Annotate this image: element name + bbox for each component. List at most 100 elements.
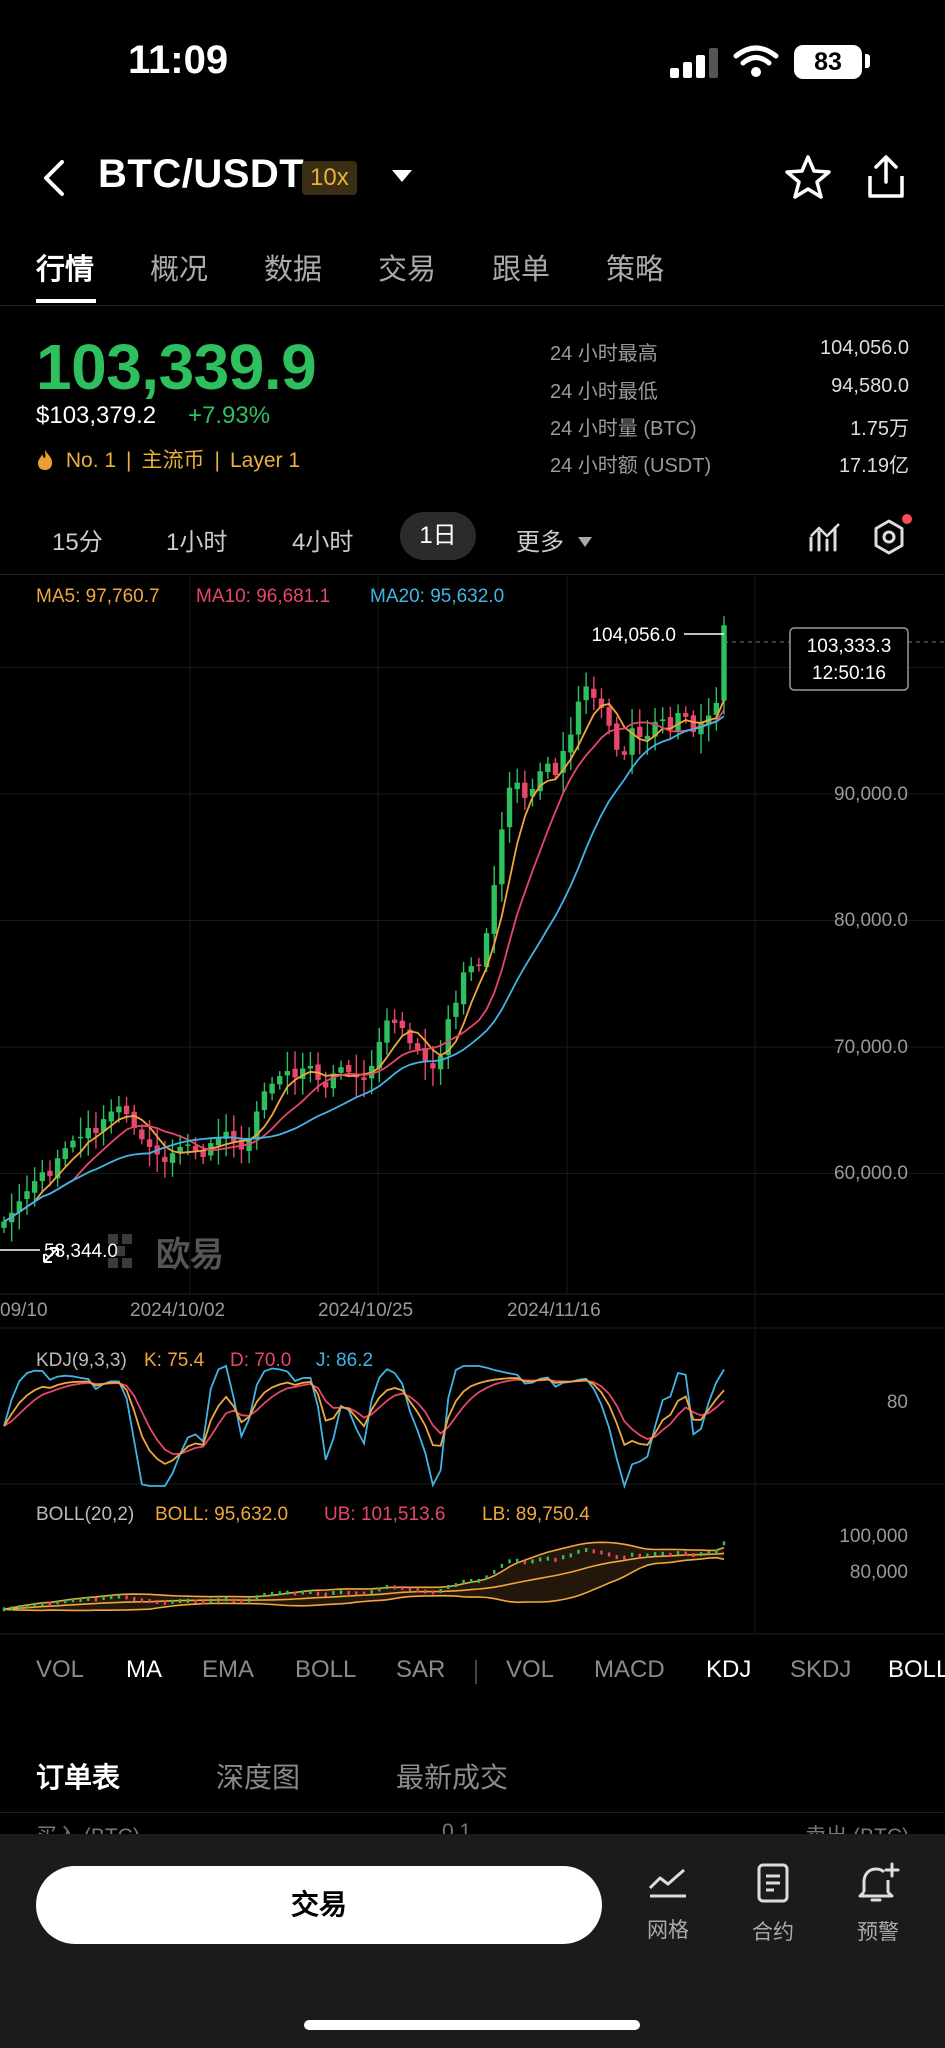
alert-button[interactable]: 预警 (838, 1862, 918, 1946)
share-icon[interactable] (864, 154, 908, 200)
boll-candle (79, 1597, 82, 1602)
indicator-ma[interactable]: MA (126, 1656, 162, 1683)
boll-candle (408, 1587, 412, 1592)
boll-candle (531, 1559, 534, 1564)
candle (346, 1064, 352, 1073)
candle (476, 964, 482, 967)
timeframe-1d[interactable]: 1日 (400, 512, 476, 560)
ma5-legend: MA5: 97,760.7 (36, 586, 160, 607)
kdj-k-value: K: 75.4 (144, 1350, 205, 1371)
boll-candle (630, 1552, 634, 1557)
indicator-icon[interactable] (808, 520, 842, 554)
indicator-separator (475, 1660, 477, 1684)
boll-candle (324, 1592, 327, 1597)
boll-candle (110, 1595, 113, 1600)
tab-market[interactable]: 行情 (36, 254, 95, 286)
boll-candle (362, 1591, 366, 1596)
divider (0, 305, 945, 306)
candle (399, 1020, 405, 1029)
kdj-y-tick: 80 (887, 1392, 908, 1413)
boll-candle (347, 1590, 350, 1595)
boll-candle (699, 1552, 703, 1557)
boll-candle (201, 1600, 205, 1605)
tab-strategy[interactable]: 策略 (606, 254, 665, 286)
tag-rank[interactable]: No. 1 (65, 449, 117, 472)
tab-data[interactable]: 数据 (264, 254, 323, 286)
boll-candle (33, 1602, 36, 1607)
boll-candle (462, 1579, 465, 1584)
boll-candle (493, 1570, 496, 1575)
chevron-down-icon[interactable] (390, 168, 414, 184)
settings-icon[interactable] (870, 518, 908, 556)
grid-button[interactable]: 网格 (628, 1862, 708, 1944)
okx-logo-icon (108, 1234, 132, 1268)
boll-band-fill (4, 1542, 724, 1611)
boll-candle (10, 1606, 13, 1611)
boll-candle (64, 1599, 67, 1604)
expand-icon[interactable] (43, 1247, 59, 1263)
boll-candle (48, 1602, 52, 1607)
boll-candle (163, 1600, 167, 1605)
boll-candle (500, 1563, 504, 1568)
leverage-badge[interactable]: 10x (302, 161, 357, 195)
contract-icon (757, 1863, 789, 1903)
candle (330, 1073, 337, 1089)
ma-lines (3, 699, 725, 1223)
boll-candle (71, 1598, 75, 1603)
tag-layer[interactable]: Layer 1 (229, 449, 301, 472)
indicator-sub-boll[interactable]: BOLL (888, 1656, 945, 1683)
tab-copy[interactable]: 跟单 (492, 254, 551, 286)
candle (215, 1138, 222, 1146)
boll-candle (125, 1595, 128, 1600)
grid-label: 网格 (647, 1919, 689, 1942)
contract-button[interactable]: 合约 (733, 1862, 813, 1946)
notification-dot (902, 514, 912, 524)
boll-candle (217, 1598, 220, 1603)
indicator-vol[interactable]: VOL (36, 1656, 85, 1683)
tab-underline (36, 299, 96, 303)
boll-candle (186, 1598, 190, 1603)
tab-order-book[interactable]: 订单表 (36, 1762, 121, 1793)
star-icon[interactable] (784, 154, 832, 200)
indicator-boll[interactable]: BOLL (295, 1656, 357, 1683)
candle (552, 762, 559, 776)
boll-candle (232, 1598, 235, 1603)
change-percent: +7.93% (188, 402, 271, 429)
boll-candle (293, 1591, 297, 1596)
boll-mid-value: BOLL: 95,632.0 (155, 1504, 288, 1525)
tab-trade[interactable]: 交易 (378, 254, 437, 286)
boll-candle (171, 1599, 174, 1604)
trade-button[interactable]: 交易 (36, 1866, 602, 1944)
indicator-skdj[interactable]: SKDJ (790, 1656, 852, 1683)
timeframe-4h[interactable]: 4小时 (292, 529, 354, 556)
candle (169, 1153, 176, 1163)
tab-recent-trades[interactable]: 最新成交 (396, 1762, 509, 1793)
candle-countdown: 12:50:16 (812, 663, 886, 684)
boll-candle (301, 1590, 304, 1595)
candle (721, 625, 727, 701)
indicator-sub-vol[interactable]: VOL (506, 1656, 555, 1683)
boll-ub-line (3, 1541, 725, 1611)
boll-candle (370, 1590, 373, 1595)
candle (568, 734, 574, 753)
indicator-macd[interactable]: MACD (594, 1656, 665, 1683)
candle (269, 1083, 275, 1094)
tab-overview[interactable]: 概况 (150, 254, 209, 286)
tag-mainstream[interactable]: 主流币 (141, 449, 205, 472)
price-chart[interactable]: MA5: 97,760.7 MA10: 96,681.1 MA20: 95,63… (0, 576, 945, 1636)
boll-y-tick: 100,000 (839, 1526, 908, 1547)
timeframe-1h[interactable]: 1小时 (166, 529, 228, 556)
boll-candle (508, 1559, 511, 1564)
timeframe-more[interactable]: 更多 (516, 522, 593, 557)
candle (698, 723, 704, 735)
candle (376, 1041, 382, 1069)
pair-title[interactable]: BTC/USDT (98, 152, 305, 196)
indicator-kdj[interactable]: KDJ (706, 1656, 752, 1683)
indicator-ema[interactable]: EMA (202, 1656, 255, 1683)
timeframe-15m[interactable]: 15分 (52, 529, 103, 556)
high-price-label: 104,056.0 (591, 625, 676, 646)
indicator-sar[interactable]: SAR (396, 1656, 446, 1683)
candle (85, 1127, 91, 1139)
tab-depth-chart[interactable]: 深度图 (216, 1762, 301, 1793)
back-icon[interactable] (40, 158, 70, 198)
